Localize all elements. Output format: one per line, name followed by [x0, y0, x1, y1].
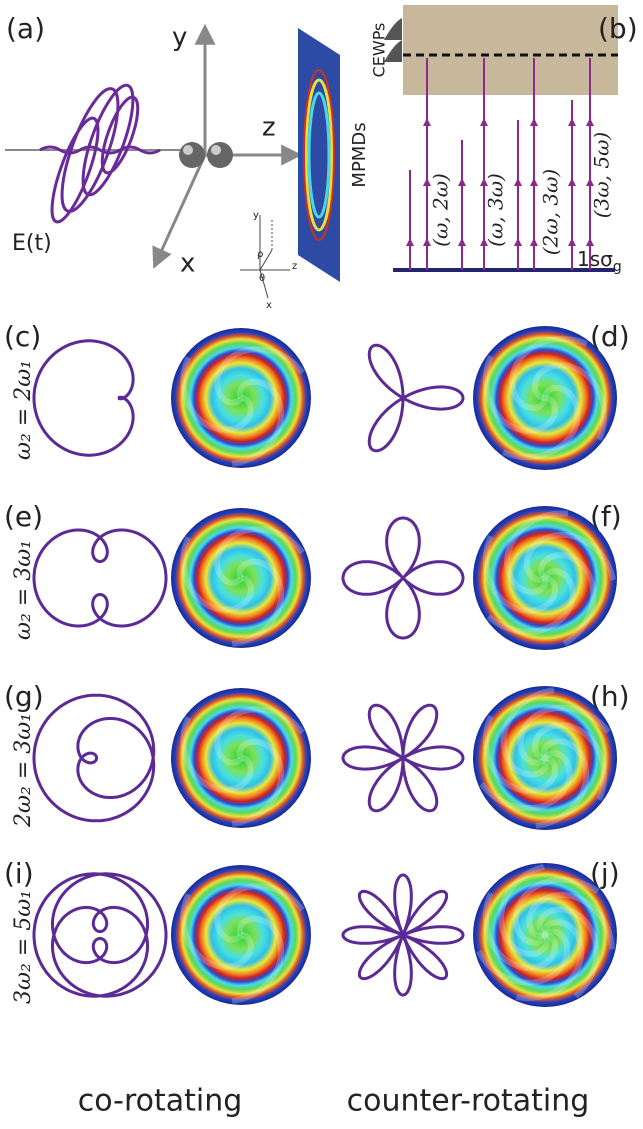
transition-arrow [458, 178, 466, 186]
row-condition: 2ω₂ = 3ω₁ [11, 713, 36, 828]
continuum-box [403, 5, 618, 95]
co-rotating-field [34, 874, 166, 996]
pathway-label: (3ω, 5ω) [590, 132, 614, 218]
inset-label: ρ [257, 249, 263, 260]
transition-arrow [586, 238, 594, 246]
transition-arrow [480, 118, 488, 126]
transition-arrow [423, 118, 431, 126]
field-label: E(t) [12, 231, 52, 256]
panel-b: CEWPs (b) 1sσg (ω, 2ω) (ω, 3ω) (2ω, 3ω) (3ω… [370, 5, 638, 275]
counter-rotating-field [343, 518, 463, 638]
counter-rotating-field [343, 705, 463, 811]
panel-label: (c) [4, 320, 41, 353]
panel-label: (b) [598, 12, 638, 45]
rows: (c)(d)ω₂ = 2ω₁(e)(f)ω₂ = 3ω₁(g)(h)2ω₂ = … [4, 320, 630, 1007]
co-rotating-field [34, 695, 154, 821]
continuum-label: CEWPs [370, 23, 389, 78]
co-rotating-field [34, 341, 133, 455]
ground-state-subscript: g [613, 259, 622, 275]
transition-arrow [514, 178, 522, 186]
pathway-label: (2ω, 3ω) [539, 169, 563, 255]
detector-label: MPMDs [349, 122, 370, 187]
row-condition: ω₂ = 3ω₁ [11, 540, 36, 640]
transition-arrow [458, 238, 466, 246]
inset-label: θ [259, 273, 265, 284]
axis-label: z [262, 113, 276, 143]
panel-label: (e) [4, 500, 43, 533]
axis-label: x [180, 249, 195, 279]
ground-state-text: 1sσ [577, 247, 613, 271]
counter-rotating-field [343, 875, 463, 995]
row-condition: 3ω₂ = 5ω₁ [11, 890, 36, 1004]
field-pulse [40, 80, 160, 226]
transition-arrow [568, 118, 576, 126]
panel-label: (i) [4, 857, 34, 890]
inset-label: z [292, 261, 297, 272]
column-label: counter-rotating [347, 1084, 590, 1119]
transition-arrow [530, 178, 538, 186]
pathway-label: (ω, 2ω) [429, 173, 453, 247]
transition-arrow [514, 238, 522, 246]
panel-label: (a) [6, 12, 45, 45]
transition-arrow [406, 238, 414, 246]
co-rotating-field [34, 530, 166, 626]
panel-a: (a) y z x E(t) MPMDs y z x ρ θ [5, 12, 370, 311]
inset-axes [240, 215, 290, 298]
pathway-label: (ω, 3ω) [484, 173, 508, 247]
inset-label: x [266, 300, 272, 311]
transition-arrow [586, 118, 594, 126]
transition-arrow [530, 118, 538, 126]
panel-label: (g) [4, 680, 44, 713]
transition-arrow [530, 238, 538, 246]
axis-label: y [172, 23, 187, 53]
figure: (a) y z x E(t) MPMDs y z x ρ θ CEWPs (b)… [0, 0, 643, 1129]
row-condition: ω₂ = 2ω₁ [11, 360, 36, 460]
column-label: co-rotating [78, 1084, 243, 1119]
transition-arrow [568, 238, 576, 246]
counter-rotating-field [369, 345, 463, 451]
transition-arrow [568, 178, 576, 186]
inset-label: y [253, 210, 259, 221]
